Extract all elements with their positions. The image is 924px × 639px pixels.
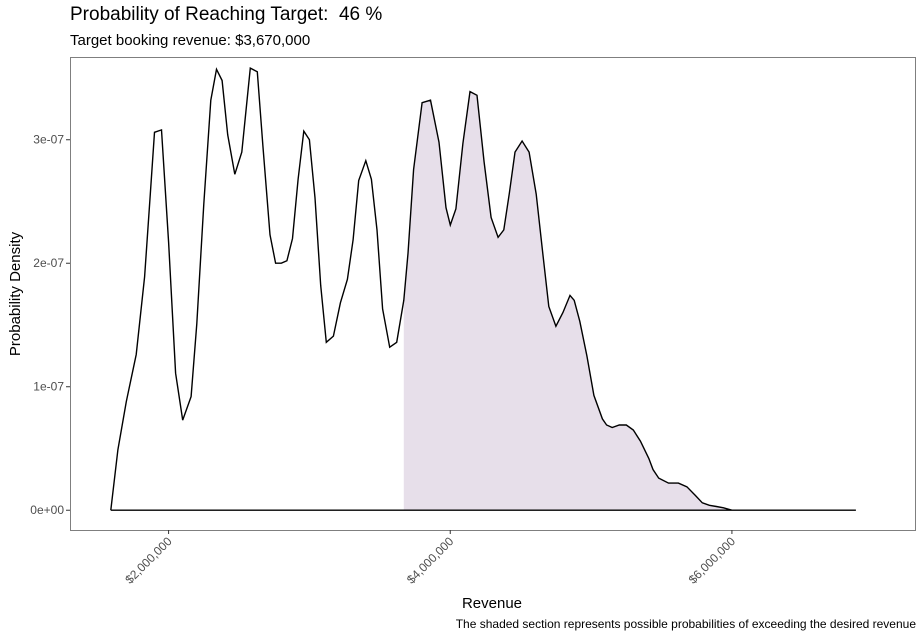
y-tick-label: 2e-07 xyxy=(33,256,64,270)
chart-title: Probability of Reaching Target: 46 % xyxy=(70,4,383,25)
y-axis-title: Probability Density xyxy=(7,231,24,356)
x-axis-title: Revenue xyxy=(462,595,522,612)
exceed-target-area xyxy=(403,91,856,511)
chart-caption: The shaded section represents possible p… xyxy=(455,617,916,631)
x-tick-label: $4,000,000 xyxy=(404,534,457,587)
x-tick-label: $2,000,000 xyxy=(122,534,175,587)
y-tick-label: 3e-07 xyxy=(33,133,64,147)
chart-subtitle: Target booking revenue: $3,670,000 xyxy=(70,32,311,49)
y-axis: 0e+00 1e-07 2e-07 3e-07 xyxy=(30,133,70,517)
y-tick-label: 0e+00 xyxy=(30,503,64,517)
density-curve xyxy=(110,66,856,511)
x-axis: $2,000,000 $4,000,000 $6,000,000 xyxy=(122,530,738,587)
x-tick-label: $6,000,000 xyxy=(686,534,739,587)
y-tick-label: 1e-07 xyxy=(33,380,64,394)
